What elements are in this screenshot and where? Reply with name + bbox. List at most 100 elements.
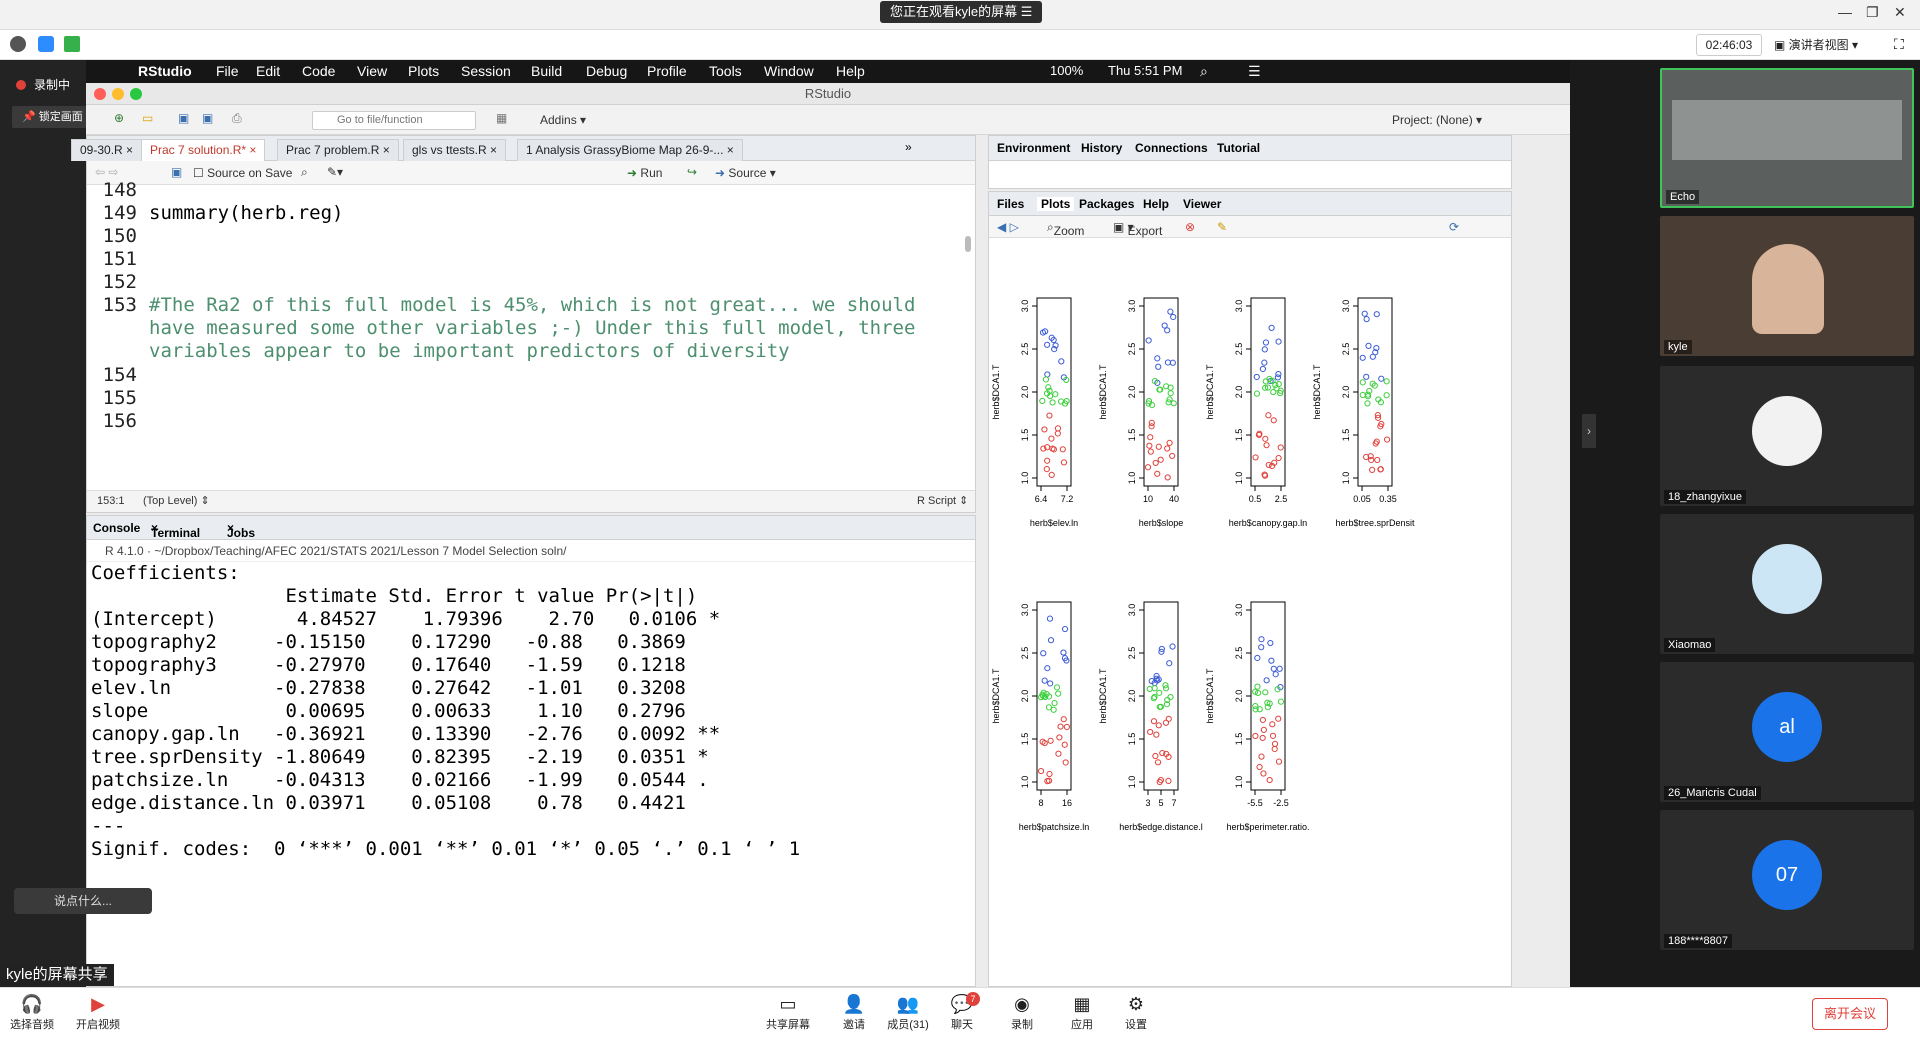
code-editor[interactable]: summary(herb.reg) #The Ra2 of this full … (149, 185, 949, 487)
tab-files[interactable]: Files (997, 197, 1025, 211)
tab-plots[interactable]: Plots (1037, 197, 1075, 211)
console-output[interactable]: Coefficients: Estimate Std. Error t valu… (91, 562, 971, 988)
wand-icon[interactable]: ✎▾ (327, 165, 344, 179)
back-icon[interactable]: ⇦ ⇨ (95, 165, 119, 179)
apps-button[interactable]: ▦ 应用 (1052, 994, 1112, 1032)
invite-button[interactable]: 👤 邀请 (824, 994, 884, 1032)
source-button[interactable]: ➜ Source ▾ (715, 166, 776, 180)
menu-debug[interactable]: Debug (586, 63, 628, 79)
save-icon[interactable]: ▣ (171, 165, 183, 179)
data-point (1258, 644, 1265, 651)
search-icon[interactable]: ⌕ (301, 165, 308, 179)
app-menu[interactable]: RStudio (138, 63, 192, 79)
prev-plot-icon[interactable]: ◀ ▷ (997, 220, 1019, 234)
signal-icon[interactable] (64, 36, 80, 52)
menu-edit[interactable]: Edit (256, 63, 281, 79)
menu-profile[interactable]: Profile (647, 63, 687, 79)
participant-tile[interactable]: Xiaomao (1660, 514, 1914, 654)
data-point (1260, 770, 1267, 777)
new-file-icon[interactable]: ⊕ (114, 111, 125, 125)
participant-tile[interactable]: kyle (1660, 216, 1914, 356)
video-button[interactable]: ▶ 开启视频 (68, 994, 128, 1032)
restore-icon[interactable]: ❐ (1866, 4, 1879, 20)
chat-button[interactable]: 💬 聊天 (932, 994, 992, 1032)
zoom-button[interactable]: ⌕ Zoom (1047, 220, 1085, 238)
source-scrollbar[interactable] (965, 236, 971, 252)
tab-source-file[interactable]: 1 Analysis GrassyBiome Map 26-9-... × (517, 139, 743, 161)
info-icon[interactable] (10, 36, 26, 52)
window-minimize-icon[interactable] (112, 88, 124, 100)
menu-code[interactable]: Code (302, 63, 336, 79)
record-button[interactable]: ◉ 录制 (992, 994, 1052, 1032)
y-tick-label: 1.5 (1127, 733, 1137, 746)
tab-tutorial[interactable]: Tutorial (1217, 141, 1261, 155)
window-zoom-icon[interactable] (130, 88, 142, 100)
rerun-icon[interactable]: ↪ (687, 165, 698, 179)
share-screen-button[interactable]: ▭ 共享屏幕 (758, 994, 818, 1032)
addins-menu[interactable]: Addins ▾ (540, 113, 587, 127)
tab-help[interactable]: Help (1143, 197, 1170, 211)
open-file-icon[interactable]: ▭ (142, 111, 154, 125)
fullscreen-icon[interactable]: ⛶ (1894, 36, 1904, 52)
control-center-icon[interactable]: ☰ (1248, 63, 1261, 79)
print-icon[interactable]: ⎙ (232, 111, 242, 125)
project-menu[interactable]: Project: (None) ▾ (1392, 113, 1483, 127)
participant-tile[interactable]: al 26_Maricris Cudal (1660, 662, 1914, 802)
tab-jobs[interactable]: Jobs × (227, 521, 256, 540)
chat-input[interactable]: 说点什么... (14, 888, 152, 914)
audio-button[interactable]: 🎧 选择音频 (2, 994, 62, 1032)
participant-tile[interactable]: Echo (1660, 68, 1914, 208)
tab-connections[interactable]: Connections (1135, 141, 1208, 155)
view-toggle-button[interactable]: ▣ 演讲者视图 ▾ (1774, 38, 1859, 52)
tab-source-file[interactable]: 09-30.R × (71, 139, 143, 161)
menu-tools[interactable]: Tools (709, 63, 742, 79)
scope-selector[interactable]: (Top Level) ⇕ (143, 495, 210, 507)
participant-tile[interactable]: 18_zhangyixue (1660, 366, 1914, 506)
tab-source-file[interactable]: Prac 7 solution.R* × (141, 139, 266, 161)
save-icon[interactable]: ▣ (178, 111, 190, 125)
menu-file[interactable]: File (216, 63, 239, 79)
source-on-save-checkbox[interactable]: ☐ Source on Save (193, 166, 293, 180)
file-type-selector[interactable]: R Script ⇕ (917, 495, 969, 507)
tab-viewer[interactable]: Viewer (1183, 197, 1222, 211)
minimize-icon[interactable]: — (1838, 4, 1852, 20)
settings-button[interactable]: ⚙ 设置 (1106, 994, 1166, 1032)
goto-file-input[interactable]: Go to file/function (312, 111, 476, 130)
tab-history[interactable]: History (1081, 141, 1123, 155)
remove-plot-icon[interactable]: ⊗ (1185, 220, 1196, 234)
tab-terminal[interactable]: Terminal × (151, 521, 201, 540)
lock-screen-button[interactable]: 📌 锁定画面 (12, 106, 90, 128)
data-point (1373, 344, 1380, 352)
clear-plots-icon[interactable]: ✎ (1217, 220, 1228, 234)
more-tabs-icon[interactable]: » (905, 140, 912, 154)
tab-packages[interactable]: Packages (1079, 197, 1135, 211)
grid-layout-icon[interactable]: ▦ (496, 111, 508, 125)
close-icon[interactable]: ✕ (1894, 4, 1906, 20)
save-all-icon[interactable]: ▣ (202, 111, 214, 125)
share-banner[interactable]: 您正在观看kyle的屏幕 ☰ (880, 1, 1043, 23)
battery-status[interactable]: 100% (1050, 63, 1084, 78)
refresh-icon[interactable]: ⟳ (1449, 220, 1460, 234)
shield-icon[interactable] (38, 36, 54, 52)
members-button[interactable]: 👥 成员(31) (878, 994, 938, 1032)
data-point (1374, 412, 1381, 419)
spotlight-icon[interactable]: ⌕ (1200, 63, 1208, 79)
participant-tile[interactable]: 07 188****8807 (1660, 810, 1914, 950)
data-point (1264, 384, 1272, 391)
menu-plots[interactable]: Plots (408, 63, 440, 79)
window-close-icon[interactable] (94, 88, 106, 100)
menu-help[interactable]: Help (836, 63, 865, 79)
leave-meeting-button[interactable]: 离开会议 (1812, 998, 1888, 1030)
menu-build[interactable]: Build (531, 63, 563, 79)
menu-session[interactable]: Session (461, 63, 511, 79)
tab-source-file[interactable]: Prac 7 problem.R × (277, 139, 399, 161)
menu-view[interactable]: View (357, 63, 388, 79)
export-button[interactable]: ▣ Export ▾ (1113, 220, 1163, 238)
collapse-panel-icon[interactable]: › (1582, 414, 1596, 448)
tab-console[interactable]: Console (93, 521, 141, 535)
tab-environment[interactable]: Environment (997, 141, 1071, 155)
menu-window[interactable]: Window (764, 63, 814, 79)
menu-clock[interactable]: Thu 5:51 PM (1108, 63, 1183, 78)
run-button[interactable]: ➜ Run (627, 166, 663, 180)
tab-source-file[interactable]: gls vs ttests.R × (403, 139, 507, 161)
